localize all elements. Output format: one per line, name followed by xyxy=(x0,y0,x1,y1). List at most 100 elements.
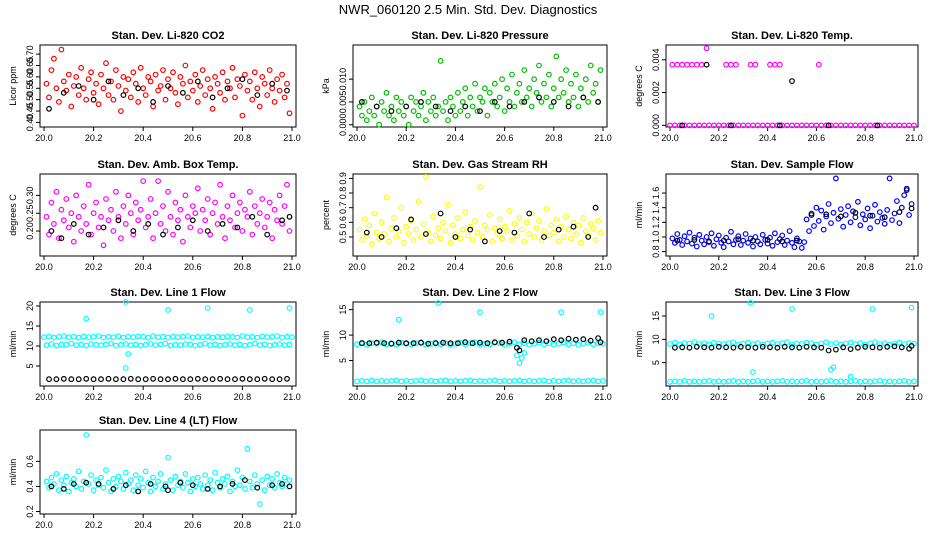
series-hourly xyxy=(359,335,604,354)
data-point xyxy=(435,225,442,232)
data-point xyxy=(269,376,276,383)
data-point xyxy=(442,228,449,235)
data-point xyxy=(249,231,256,238)
data-point xyxy=(867,225,873,232)
data-point xyxy=(901,378,908,384)
data-point xyxy=(110,96,117,103)
data-point xyxy=(691,236,698,243)
data-point xyxy=(469,236,476,243)
data-point xyxy=(135,488,142,495)
data-point xyxy=(491,339,498,346)
data-point xyxy=(595,335,601,342)
data-point xyxy=(251,69,258,76)
x-tick-label: 20.0 xyxy=(35,392,53,402)
data-point xyxy=(115,217,122,224)
data-point xyxy=(217,342,224,349)
data-point xyxy=(578,85,584,92)
data-point xyxy=(845,203,851,210)
data-point xyxy=(234,76,241,83)
data-point xyxy=(516,80,523,87)
data-point xyxy=(903,187,910,194)
plot-frame xyxy=(39,429,297,515)
data-point xyxy=(580,94,587,101)
data-point xyxy=(132,199,139,206)
x-tick-label: 20.0 xyxy=(35,133,53,143)
data-point xyxy=(204,196,211,202)
data-point xyxy=(261,224,268,231)
data-point xyxy=(98,342,104,349)
data-point xyxy=(60,217,67,224)
y-tick-label: 10 xyxy=(651,334,661,344)
data-point xyxy=(132,341,139,348)
data-point xyxy=(523,219,530,226)
data-point xyxy=(711,242,717,249)
data-point xyxy=(115,473,122,480)
data-point xyxy=(526,210,533,217)
data-point xyxy=(477,339,483,346)
x-tick-label: 20.2 xyxy=(397,133,415,143)
data-point xyxy=(479,98,486,105)
panel-title: Stan. Dev. Line 3 Flow xyxy=(734,287,850,299)
data-point xyxy=(521,378,528,385)
data-point xyxy=(152,210,159,217)
data-point xyxy=(563,67,569,73)
data-point xyxy=(197,228,204,234)
data-point xyxy=(489,238,496,245)
data-point xyxy=(496,94,503,101)
y-tick-label: 0.6 xyxy=(25,455,35,468)
data-point xyxy=(105,92,112,98)
data-point xyxy=(112,188,119,195)
panel-title: Stan. Dev. Gas Stream RH xyxy=(412,159,548,171)
data-point xyxy=(363,117,370,124)
data-point xyxy=(711,378,717,385)
data-point xyxy=(698,61,705,68)
chart-panel-7: Stan. Dev. Line 1 Flow 20.0 20.2 20.4 20.6 20… xyxy=(8,287,301,402)
data-point xyxy=(560,378,567,384)
data-point xyxy=(450,103,456,110)
data-point xyxy=(679,122,686,129)
data-point xyxy=(189,203,196,210)
data-point xyxy=(117,108,124,114)
panel-title: Stan. Dev. Amb. Box Temp. xyxy=(98,159,239,171)
data-point xyxy=(373,229,380,236)
data-point xyxy=(696,378,703,385)
data-point xyxy=(869,212,876,219)
data-point xyxy=(405,231,412,237)
y-tick-label: 0.2 xyxy=(25,505,35,518)
data-point xyxy=(747,61,754,68)
data-point xyxy=(691,339,698,346)
data-point xyxy=(565,103,572,110)
data-point xyxy=(789,344,795,351)
data-point xyxy=(531,76,537,83)
series-hourly xyxy=(48,213,293,242)
data-point xyxy=(244,334,251,341)
series-upper-band xyxy=(41,333,295,341)
data-point xyxy=(423,117,429,124)
data-point xyxy=(813,378,820,385)
data-point xyxy=(249,333,256,340)
data-point xyxy=(115,213,122,220)
data-point xyxy=(803,216,810,223)
data-point xyxy=(521,238,528,245)
data-point xyxy=(750,378,756,385)
data-point xyxy=(452,234,459,240)
data-point xyxy=(383,89,390,96)
data-point xyxy=(501,378,508,384)
data-point xyxy=(120,334,127,341)
data-point xyxy=(477,94,483,101)
data-point xyxy=(259,73,266,80)
panels: Stan. Dev. Li-820 CO2 20.0 20.2 20.4 20.6 20.… xyxy=(8,30,923,530)
data-point xyxy=(818,344,825,351)
x-tick-label: 20.0 xyxy=(35,520,53,530)
data-point xyxy=(464,112,471,119)
data-point xyxy=(847,378,854,385)
data-point xyxy=(474,229,481,236)
data-point xyxy=(491,80,498,87)
data-point xyxy=(189,87,196,94)
data-point xyxy=(536,94,542,101)
data-point xyxy=(511,103,518,110)
data-point xyxy=(241,206,248,213)
data-point xyxy=(43,213,50,220)
data-point xyxy=(229,192,236,199)
data-point xyxy=(170,69,176,76)
